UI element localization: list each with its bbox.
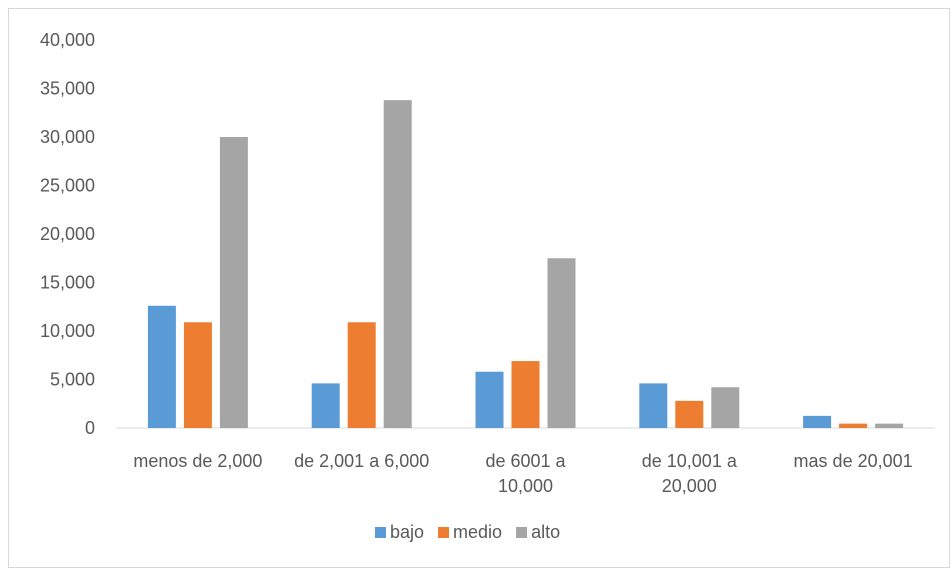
y-tick-label: 0 — [85, 418, 95, 438]
bar-medio — [183, 322, 212, 428]
bar-medio — [347, 322, 376, 428]
legend-swatch-bajo — [375, 527, 386, 538]
bar-medio — [511, 361, 540, 428]
y-tick-label: 10,000 — [40, 321, 95, 341]
legend-label-bajo: bajo — [390, 522, 424, 542]
bar-bajo — [147, 305, 176, 428]
legend-label-alto: alto — [531, 522, 560, 542]
bar-alto — [219, 137, 248, 428]
y-tick-label: 15,000 — [40, 273, 95, 293]
x-category-label: de 6001 a — [485, 451, 566, 471]
y-tick-label: 20,000 — [40, 224, 95, 244]
bar-alto — [711, 387, 740, 428]
x-category-label: menos de 2,000 — [133, 451, 262, 471]
y-tick-label: 25,000 — [40, 176, 95, 196]
legend-swatch-alto — [516, 527, 528, 538]
y-tick-label: 40,000 — [40, 30, 95, 50]
bar-bajo — [803, 415, 832, 428]
bar-alto — [547, 258, 576, 428]
bar-bajo — [639, 383, 668, 428]
x-category-label: 20,000 — [662, 476, 717, 496]
bar-medio — [675, 400, 704, 428]
bar-alto — [875, 423, 904, 428]
chart-frame — [8, 8, 950, 568]
legend-label-medio: medio — [453, 522, 502, 542]
x-category-label: de 2,001 a 6,000 — [294, 451, 429, 471]
y-tick-label: 35,000 — [40, 79, 95, 99]
x-category-label: mas de 20,001 — [794, 451, 913, 471]
x-category-label: 10,000 — [498, 476, 553, 496]
bar-alto — [383, 100, 412, 428]
bar-medio — [839, 423, 868, 428]
x-category-label: de 10,001 a — [642, 451, 738, 471]
bar-bajo — [475, 371, 504, 428]
legend-swatch-medio — [438, 527, 450, 538]
y-tick-label: 30,000 — [40, 127, 95, 147]
y-tick-label: 5,000 — [50, 370, 95, 390]
bar-bajo — [311, 383, 340, 428]
